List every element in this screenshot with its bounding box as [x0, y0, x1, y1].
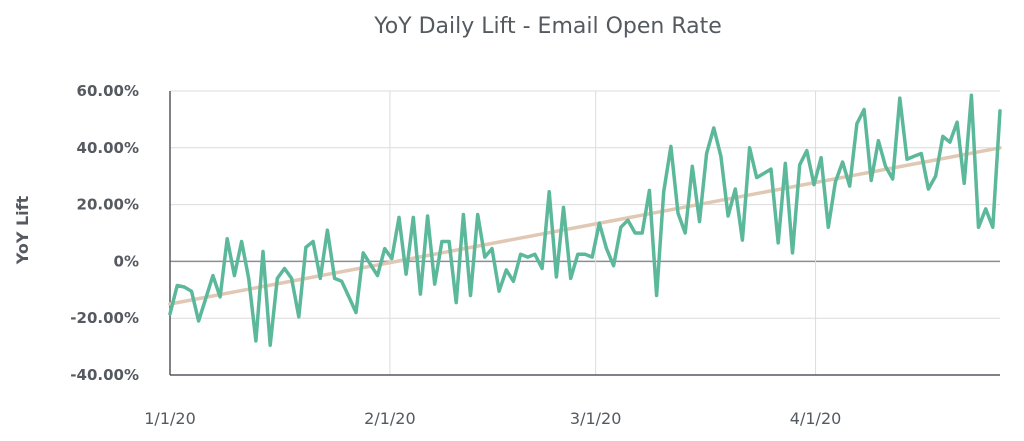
chart-title: YoY Daily Lift - Email Open Rate: [373, 14, 722, 39]
grid: [169, 90, 1000, 376]
y-tick-label: -20.00%: [70, 309, 139, 327]
trend-layer: [168, 146, 1002, 306]
y-axis-label: YoY Lift: [13, 195, 32, 265]
y-tick-label: 60.00%: [77, 82, 139, 100]
x-tick-label: 1/1/20: [144, 409, 196, 428]
series-layer: [168, 93, 1002, 347]
y-tick-label: 0%: [114, 252, 139, 270]
x-tick-label: 3/1/20: [570, 409, 622, 428]
series-line: [168, 93, 1002, 347]
x-tick-label: 4/1/20: [790, 409, 842, 428]
y-axis-ticks: 60.00% 40.00% 20.00% 0% -20.00% -40.00%: [70, 82, 139, 384]
x-tick-label: 2/1/20: [364, 409, 416, 428]
trend-line: [168, 146, 1002, 306]
y-tick-label: 20.00%: [77, 196, 139, 214]
y-tick-label: 40.00%: [77, 139, 139, 157]
y-tick-label: -40.00%: [70, 366, 139, 384]
x-axis-ticks: 1/1/20 2/1/20 3/1/20 4/1/20: [144, 409, 841, 428]
